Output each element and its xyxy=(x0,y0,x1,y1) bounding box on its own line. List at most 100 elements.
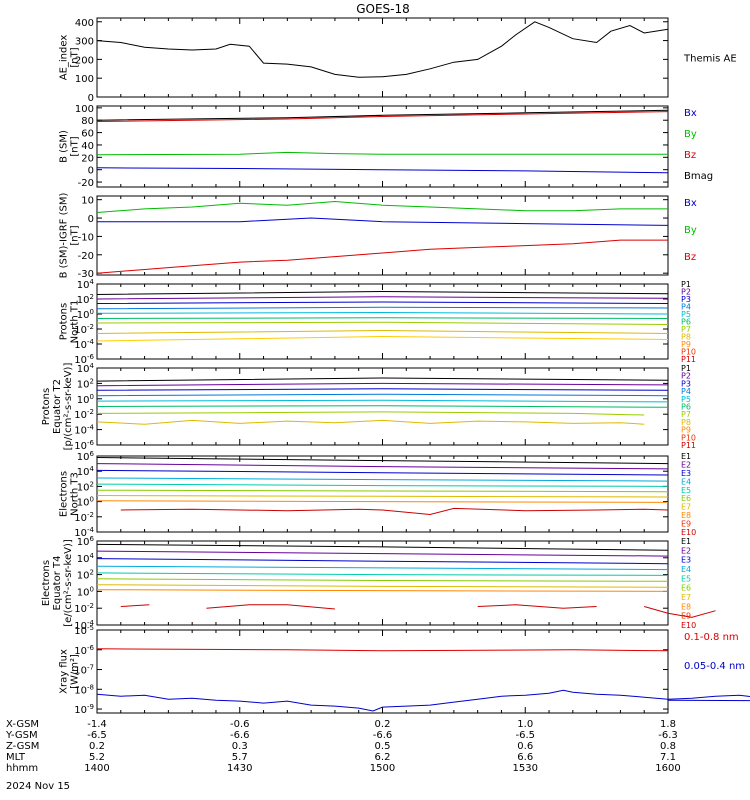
legend-entry: E4 xyxy=(681,565,691,574)
y-axis-label: Electrons xyxy=(41,560,52,606)
series-line-4 xyxy=(96,306,669,310)
footer-value: 1.0 xyxy=(517,719,533,730)
footer-value: 0.2 xyxy=(375,719,391,730)
footer-value: 5.7 xyxy=(232,752,248,763)
legend-entry: E3 xyxy=(681,556,691,565)
legend-entry: E1 xyxy=(681,452,691,461)
legend-entry: P2 xyxy=(681,372,691,381)
legend-entry: E6 xyxy=(681,584,691,593)
footer-value: -0.6 xyxy=(230,719,250,730)
y-tick-label: 100 xyxy=(77,585,94,598)
y-tick-label: 20 xyxy=(81,153,94,164)
footer-row-label: MLT xyxy=(6,752,26,763)
legend-entry: Bx xyxy=(684,108,697,119)
series-line-4 xyxy=(96,393,669,397)
y-axis-label: B (SM) xyxy=(59,130,70,163)
y-tick-label: 400 xyxy=(75,18,94,29)
series-line-3 xyxy=(96,301,669,304)
y-tick-label: 106 xyxy=(77,450,95,463)
y-axis-label: B (SM)-IGRF (SM) xyxy=(59,193,70,279)
legend-entry: P3 xyxy=(681,379,691,388)
series-line-4 xyxy=(96,565,669,571)
footer-value: 1530 xyxy=(513,763,538,774)
footer-value: 0.8 xyxy=(660,741,676,752)
y-axis-label: North T1 xyxy=(70,300,81,344)
y-tick-label: 0 xyxy=(88,214,94,225)
footer-value: 6.2 xyxy=(375,752,391,763)
series-line-8 xyxy=(96,500,669,503)
legend-entry: E8 xyxy=(681,602,691,611)
series-line-1 xyxy=(96,290,669,295)
panel-frame xyxy=(96,17,669,98)
legend-entry: E3 xyxy=(681,469,691,478)
series-line-2 xyxy=(96,463,669,470)
y-axis-label: North T3 xyxy=(70,472,81,516)
y-tick-label: -10 xyxy=(78,232,94,243)
y-tick-label: -20 xyxy=(78,178,94,189)
y-tick-label: 102 xyxy=(77,569,94,582)
y-tick-label: 104 xyxy=(77,362,95,375)
y-tick-label: 80 xyxy=(81,116,94,127)
y-tick-label: 100 xyxy=(75,104,94,115)
legend-entry: P8 xyxy=(681,333,691,342)
series-line-9 xyxy=(120,507,669,516)
series-line-7 xyxy=(96,495,669,498)
series-line-2 xyxy=(96,550,669,557)
legend-entry: P4 xyxy=(681,387,691,396)
y-tick-label: 100 xyxy=(75,74,94,85)
y-axis-label: Xray flux xyxy=(59,649,70,694)
series-line-7 xyxy=(96,321,669,325)
y-axis-label: [p/(cm²-s-sr-keV)] xyxy=(63,363,74,451)
series-line-1 xyxy=(96,200,668,213)
y-tick-label: 40 xyxy=(81,141,94,152)
series-line-2 xyxy=(96,111,669,122)
footer-value: -1.4 xyxy=(87,719,107,730)
y-axis-label: [W/m²] xyxy=(70,654,81,689)
y-axis-label: Protons xyxy=(59,303,70,340)
series-line-5 xyxy=(96,311,669,315)
legend-entry: E4 xyxy=(681,477,691,486)
series-line-9 xyxy=(96,335,669,342)
series-line-7 xyxy=(96,584,669,588)
series-line-6 xyxy=(96,405,669,408)
series-line-12 xyxy=(644,606,716,618)
series-line-1 xyxy=(96,648,669,652)
footer-row-label: X-GSM xyxy=(6,719,39,730)
panel-frame xyxy=(96,629,669,714)
footer-value: 0.5 xyxy=(375,741,391,752)
y-axis-label: Protons xyxy=(41,388,52,425)
footer-value: 1600 xyxy=(655,763,680,774)
legend-entry: E9 xyxy=(681,612,691,621)
legend-entry: P2 xyxy=(681,288,691,297)
y-tick-label: 106 xyxy=(77,535,95,548)
footer-row-label: Z-GSM xyxy=(6,741,39,752)
y-axis-label: [nT] xyxy=(70,136,81,156)
series-line-9 xyxy=(120,604,150,607)
legend-entry: E1 xyxy=(681,537,691,546)
footer-value: 7.1 xyxy=(660,752,676,763)
y-tick-label: 200 xyxy=(75,55,94,66)
legend-entry: E2 xyxy=(681,460,691,469)
legend-entry: P5 xyxy=(681,395,691,404)
legend-entry: E2 xyxy=(681,546,691,555)
legend-entry: By xyxy=(684,225,697,236)
footer-value: 6.6 xyxy=(517,752,533,763)
y-tick-label: 10-4 xyxy=(74,424,94,437)
footer-value: 1500 xyxy=(370,763,395,774)
legend-entry: P3 xyxy=(681,295,691,304)
legend-entry: P8 xyxy=(681,418,691,427)
legend-entry: Bz xyxy=(684,150,696,161)
legend-entry: By xyxy=(684,129,697,140)
legend-entry: E6 xyxy=(681,494,691,503)
y-tick-label: 10 xyxy=(81,196,94,207)
footer-value: -6.3 xyxy=(658,730,678,741)
y-axis-label: [e/(cm²-s-sr-keV)] xyxy=(63,539,74,627)
footer-axis-table: X-GSM -1.4 -0.6 0.2 1.0 1.8 Y-GSM -6.5 -6.6 -6.6 -… xyxy=(5,719,681,774)
legend-entry: E9 xyxy=(681,520,691,529)
